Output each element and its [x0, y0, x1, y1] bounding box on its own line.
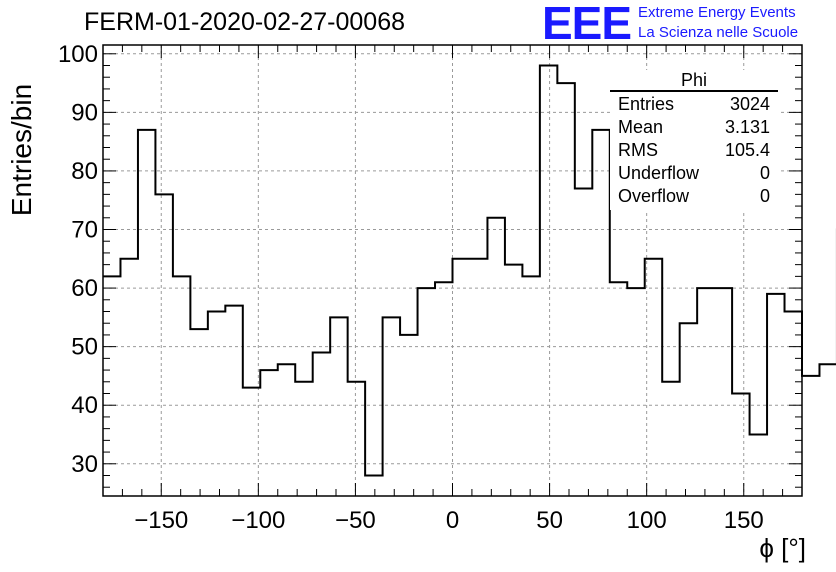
y-axis-label-wrap: Entries/bin: [2, 84, 42, 216]
histogram-bin: [208, 312, 225, 497]
histogram-bin: [330, 317, 347, 496]
stats-row-rms: RMS 105.4: [618, 140, 770, 162]
stats-row-underflow: Underflow 0: [618, 163, 770, 185]
histogram-bin: [785, 312, 802, 497]
histogram-bin: [715, 288, 732, 496]
histogram-bin: [610, 282, 627, 496]
histogram-bin: [627, 288, 644, 496]
y-tick-label: 50: [71, 334, 98, 361]
histogram-bin: [697, 288, 714, 496]
histogram-bin: [138, 130, 155, 496]
histogram-bin: [522, 276, 539, 496]
x-tick-label: 100: [627, 507, 667, 534]
histogram-bin: [173, 276, 190, 496]
y-tick-label: 40: [71, 392, 98, 419]
org-name-line2: La Scienza nelle Scuole: [638, 24, 799, 41]
y-tick-label: 70: [71, 217, 98, 244]
histogram-bin: [575, 189, 592, 497]
histogram-bin: [732, 394, 749, 497]
histogram-bin: [260, 370, 277, 496]
histogram-bin: [680, 323, 697, 496]
histogram-bin: [190, 329, 207, 496]
stats-label: Entries: [618, 94, 675, 114]
histogram-bin: [295, 382, 312, 496]
stats-value: 3.131: [724, 117, 770, 137]
histogram-bin: [750, 435, 767, 497]
histogram-bin: [103, 276, 120, 496]
histogram-bin: [400, 335, 417, 496]
chart-title: FERM-01-2020-02-27-00068: [84, 8, 406, 36]
x-tick-label: 0: [446, 507, 459, 534]
histogram-bin: [505, 265, 522, 496]
histogram-bin: [487, 218, 504, 496]
y-tick-label: 90: [71, 99, 98, 126]
histogram-bin: [767, 294, 784, 496]
histogram-bin: [120, 259, 137, 496]
y-tick-label: 60: [71, 275, 98, 302]
histogram-bin: [802, 376, 819, 496]
y-tick-label: 100: [58, 41, 98, 68]
stats-divider: [610, 90, 778, 92]
x-tick-label: −150: [134, 507, 188, 534]
stats-label: Mean: [618, 117, 664, 137]
histogram-bin: [557, 83, 574, 496]
stats-row-mean: Mean 3.131: [618, 117, 770, 139]
histogram-bin: [365, 476, 382, 497]
histogram-bin: [470, 259, 487, 496]
x-tick-label: −100: [231, 507, 285, 534]
histogram-bin: [819, 364, 836, 496]
histogram-bin: [313, 353, 330, 497]
histogram-bin: [540, 66, 557, 497]
histogram-bin: [383, 317, 400, 496]
y-tick-label: 80: [71, 158, 98, 185]
histogram-bin: [243, 388, 260, 496]
histogram-bin: [453, 259, 470, 496]
stats-value: 0: [759, 163, 770, 183]
histogram-bin: [435, 282, 452, 496]
histogram-bin: [278, 364, 295, 496]
eee-logo: EEE: [542, 0, 632, 49]
histogram-bin: [662, 382, 679, 496]
histogram-bin: [225, 306, 242, 496]
stats-title: Phi: [680, 70, 707, 90]
stats-label: Underflow: [618, 163, 700, 183]
histogram-line: [103, 64, 836, 477]
stats-label: Overflow: [618, 186, 690, 206]
x-axis-label: ϕ [°]: [759, 533, 806, 563]
stats-row-overflow: Overflow 0: [618, 186, 770, 208]
histogram-bin: [418, 288, 435, 496]
x-tick-label: 50: [536, 507, 563, 534]
x-tick-label: −50: [335, 507, 376, 534]
y-tick-label: 30: [71, 451, 98, 478]
histogram-bin: [155, 194, 172, 496]
org-name-line1: Extreme Energy Events: [638, 4, 796, 21]
histogram-bin: [645, 259, 662, 496]
stats-value: 0: [759, 186, 770, 206]
y-axis-label: Entries/bin: [6, 83, 37, 217]
x-tick-label: 150: [724, 507, 764, 534]
stats-row-entries: Entries 3024: [618, 94, 770, 116]
stats-label: RMS: [618, 140, 658, 160]
histogram-bin: [592, 130, 609, 496]
stats-value: 105.4: [724, 140, 770, 160]
stats-value: 3024: [729, 94, 770, 114]
stats-box: Phi Entries 3024 Mean 3.131 RMS 105.4 Un…: [610, 70, 778, 210]
histogram-bin: [348, 382, 365, 496]
